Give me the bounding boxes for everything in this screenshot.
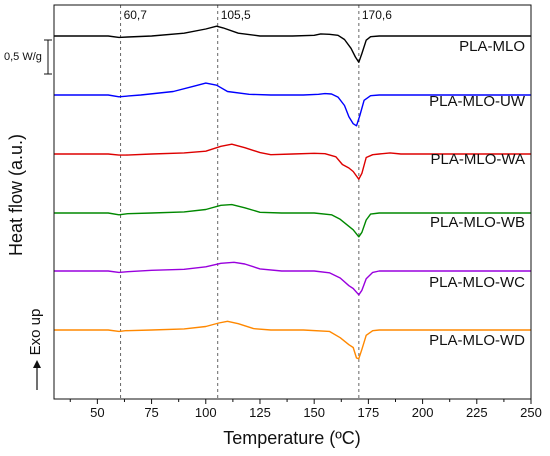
series-label: PLA-MLO-WD (429, 332, 525, 349)
series-label: PLA-MLO (459, 38, 525, 55)
x-tick-label: 50 (90, 405, 104, 420)
x-tick-label: 225 (466, 405, 488, 420)
reference-lines (120, 5, 360, 399)
scale-bar: 0,5 W/g (4, 39, 52, 75)
reference-line-labels: 60,7 105,5 170,6 (124, 8, 393, 22)
scale-bar-label: 0,5 W/g (4, 51, 42, 63)
plot-frame (53, 4, 532, 400)
series-line (54, 143, 531, 180)
exo-indicator: Exo up (27, 309, 44, 390)
reference-line-label: 60,7 (124, 8, 148, 22)
exo-up-label: Exo up (27, 309, 44, 356)
exo-arrow-head-icon (33, 360, 41, 368)
x-tick-label: 150 (303, 405, 325, 420)
series-line (54, 320, 531, 360)
series-label: PLA-MLO-WA (431, 151, 525, 168)
series-label: PLA-MLO-WC (429, 274, 525, 291)
series-curves (54, 25, 531, 360)
series-line (54, 25, 531, 63)
x-axis-ticks: 50 75 100 125 150 175 200 225 250 (69, 399, 542, 420)
series-label: PLA-MLO-UW (429, 93, 526, 110)
x-tick-label: 250 (520, 405, 542, 420)
x-tick-label: 75 (144, 405, 158, 420)
series-line (54, 261, 531, 296)
y-axis-title: Heat flow (a.u.) (6, 134, 26, 256)
series-line (54, 203, 531, 238)
x-axis-title: Temperature (ºC) (223, 428, 361, 448)
reference-line-label: 170,6 (362, 8, 392, 22)
x-tick-label: 175 (358, 405, 380, 420)
x-tick-label: 100 (195, 405, 217, 420)
x-tick-label: 125 (249, 405, 271, 420)
reference-line-label: 105,5 (221, 8, 251, 22)
series-label: PLA-MLO-WB (430, 214, 525, 231)
series-line (54, 82, 531, 127)
x-tick-label: 200 (412, 405, 434, 420)
series-labels: PLA-MLO PLA-MLO-UW PLA-MLO-WA PLA-MLO-WB PLA… (429, 38, 526, 349)
